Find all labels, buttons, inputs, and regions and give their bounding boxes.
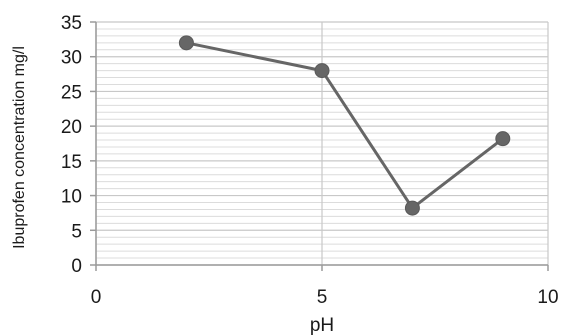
y-tick-label: 35 [61, 13, 82, 34]
y-tick-label: 20 [61, 117, 82, 138]
grid [95, 21, 549, 266]
y-tick-label: 25 [61, 82, 82, 103]
y-tick-label: 15 [61, 152, 82, 173]
series-line [184, 41, 505, 210]
x-tick-label: 0 [91, 287, 102, 308]
data-point [178, 35, 194, 51]
x-tick-label: 10 [537, 287, 558, 308]
series [178, 35, 511, 216]
x-tick-label: 5 [317, 287, 328, 308]
axes [90, 21, 549, 271]
y-tick-label: 5 [71, 221, 82, 242]
y-tick-label: 0 [71, 256, 82, 277]
x-axis-title: pH [310, 315, 334, 336]
y-tick-label: 10 [61, 187, 82, 208]
data-point [495, 131, 511, 147]
tick-labels: 0 5 10 15 20 25 30 35 0 5 10 [61, 13, 559, 308]
data-point [404, 200, 420, 216]
data-point [314, 63, 330, 79]
y-axis-title: Ibuprofen concentration mg/l [11, 46, 28, 249]
y-tick-label: 30 [61, 48, 82, 69]
